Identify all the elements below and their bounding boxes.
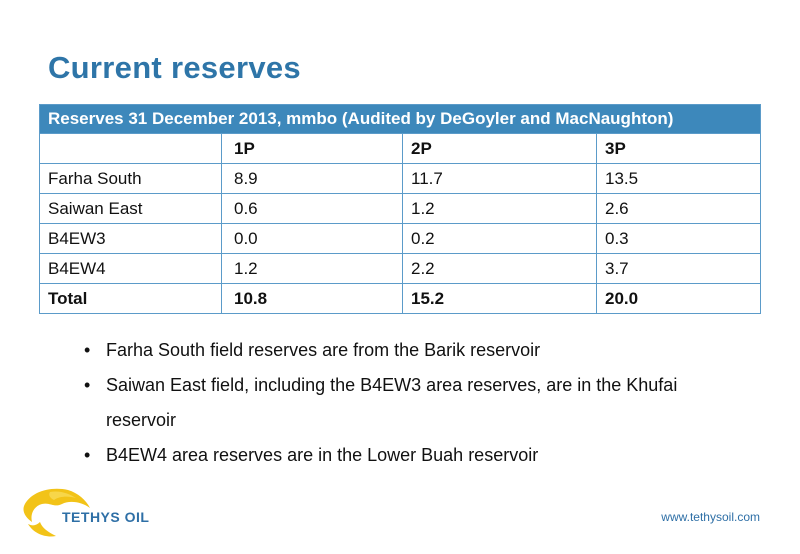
table-cell: 15.2 — [402, 283, 597, 314]
table-cell: B4EW4 — [39, 253, 222, 284]
page-title: Current reserves — [48, 50, 301, 85]
table-cell: 10.8 — [221, 283, 403, 314]
table-cell: 11.7 — [402, 163, 597, 194]
table-cell: 0.6 — [221, 193, 403, 224]
table-row: B4EW4 1.2 2.2 3.7 — [39, 253, 761, 284]
table-caption-row: Reserves 31 December 2013, mmbo (Audited… — [39, 104, 761, 134]
column-header: 3P — [596, 133, 761, 164]
table-caption: Reserves 31 December 2013, mmbo (Audited… — [39, 104, 761, 134]
footer-url[interactable]: www.tethysoil.com — [661, 510, 760, 524]
table-cell: B4EW3 — [39, 223, 222, 254]
table-row: B4EW3 0.0 0.2 0.3 — [39, 223, 761, 254]
globe-icon — [23, 488, 91, 537]
table-cell: 0.2 — [402, 223, 597, 254]
table-cell: 0.0 — [221, 223, 403, 254]
column-header: 1P — [221, 133, 403, 164]
bullet-list: Farha South field reserves are from the … — [84, 333, 724, 473]
table-cell: 1.2 — [402, 193, 597, 224]
bullet-item: Farha South field reserves are from the … — [84, 333, 724, 368]
column-header — [39, 133, 222, 164]
column-header: 2P — [402, 133, 597, 164]
table-total-row: Total 10.8 15.2 20.0 — [39, 283, 761, 314]
table-cell: 20.0 — [596, 283, 761, 314]
table-cell: Saiwan East — [39, 193, 222, 224]
table-cell: Total — [39, 283, 222, 314]
bullet-item: Saiwan East field, including the B4EW3 a… — [84, 368, 724, 438]
bullet-item: B4EW4 area reserves are in the Lower Bua… — [84, 438, 724, 473]
table-cell: 3.7 — [596, 253, 761, 284]
table-row: Saiwan East 0.6 1.2 2.6 — [39, 193, 761, 224]
table-cell: Farha South — [39, 163, 222, 194]
table-row: Farha South 8.9 11.7 13.5 — [39, 163, 761, 194]
table-cell: 13.5 — [596, 163, 761, 194]
table-header-row: 1P 2P 3P — [39, 133, 761, 164]
table-cell: 2.6 — [596, 193, 761, 224]
tethys-oil-logo — [23, 488, 91, 537]
table-cell: 8.9 — [221, 163, 403, 194]
table-cell: 2.2 — [402, 253, 597, 284]
logo-text: TETHYS OIL — [62, 509, 150, 525]
table-cell: 0.3 — [596, 223, 761, 254]
reserves-table: Reserves 31 December 2013, mmbo (Audited… — [39, 104, 761, 314]
table-cell: 1.2 — [221, 253, 403, 284]
